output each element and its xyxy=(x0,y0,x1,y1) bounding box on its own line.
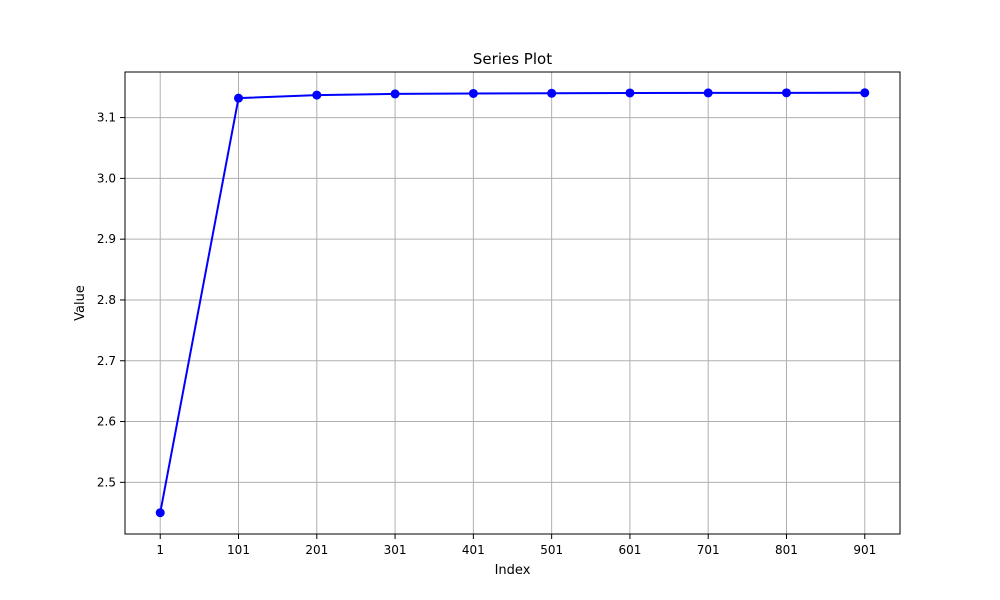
data-point xyxy=(547,88,557,98)
x-tick-label: 301 xyxy=(384,543,407,557)
data-series xyxy=(155,88,870,518)
data-point xyxy=(155,508,165,518)
y-axis-ticks: 2.5 2.6 2.7 2.8 2.9 3.0 3.1 xyxy=(97,111,125,489)
x-tick-label: 901 xyxy=(853,543,876,557)
x-tick-label: 701 xyxy=(697,543,720,557)
x-tick-label: 401 xyxy=(462,543,485,557)
chart-title: Series Plot xyxy=(473,50,552,68)
y-tick-label: 2.5 xyxy=(97,475,116,489)
y-tick-label: 2.6 xyxy=(97,415,116,429)
data-point xyxy=(312,90,322,100)
data-point xyxy=(860,88,870,98)
data-point xyxy=(625,88,635,98)
data-point xyxy=(468,88,478,98)
x-tick-label: 101 xyxy=(227,543,250,557)
y-tick-label: 3.1 xyxy=(97,111,116,125)
data-point xyxy=(234,93,244,103)
x-tick-label: 501 xyxy=(540,543,563,557)
y-tick-label: 2.9 xyxy=(97,232,116,246)
grid xyxy=(125,72,900,534)
x-tick-label: 601 xyxy=(618,543,641,557)
data-point xyxy=(781,88,791,98)
x-tick-label: 201 xyxy=(305,543,328,557)
y-tick-label: 2.8 xyxy=(97,293,116,307)
y-tick-label: 2.7 xyxy=(97,354,116,368)
y-axis-label: Value xyxy=(73,285,88,321)
data-point xyxy=(390,89,400,99)
x-axis-label: Index xyxy=(495,563,531,578)
x-tick-label: 1 xyxy=(156,543,164,557)
plot-area-frame xyxy=(124,71,901,535)
series-line xyxy=(159,91,865,513)
y-tick-label: 3.0 xyxy=(97,171,116,185)
x-tick-label: 801 xyxy=(775,543,798,557)
x-axis-ticks: 1 101 201 301 401 501 601 701 801 901 xyxy=(156,534,876,557)
data-point xyxy=(703,88,713,98)
